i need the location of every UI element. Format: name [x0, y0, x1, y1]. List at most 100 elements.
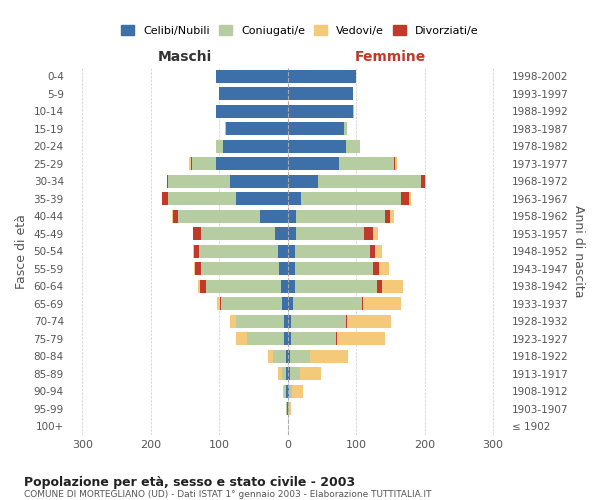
Bar — [193, 245, 194, 258]
Bar — [198, 280, 200, 293]
Bar — [220, 298, 221, 310]
Bar — [287, 315, 291, 328]
Bar — [201, 262, 280, 276]
Bar — [275, 228, 287, 240]
Bar — [290, 368, 300, 380]
Bar — [283, 385, 284, 398]
Bar — [291, 332, 335, 345]
Bar — [289, 385, 292, 398]
Bar — [281, 368, 286, 380]
Bar — [219, 88, 287, 101]
Bar — [287, 402, 289, 415]
Bar — [287, 88, 353, 101]
Bar — [287, 298, 293, 310]
Bar — [216, 140, 223, 153]
Bar — [280, 262, 287, 276]
Bar — [163, 192, 168, 205]
Bar — [173, 210, 178, 223]
Bar — [385, 210, 391, 223]
Bar — [278, 245, 287, 258]
Bar — [230, 315, 236, 328]
Bar — [373, 262, 379, 276]
Bar — [409, 192, 411, 205]
Bar — [287, 262, 295, 276]
Bar — [168, 175, 230, 188]
Bar — [236, 315, 284, 328]
Bar — [373, 228, 378, 240]
Bar — [287, 245, 295, 258]
Bar — [379, 262, 389, 276]
Y-axis label: Anni di nascita: Anni di nascita — [572, 205, 585, 298]
Bar — [287, 210, 296, 223]
Bar — [189, 158, 191, 170]
Bar — [194, 262, 195, 276]
Bar — [421, 175, 425, 188]
Bar — [200, 280, 206, 293]
Bar — [339, 158, 394, 170]
Text: Maschi: Maschi — [158, 50, 212, 64]
Bar — [260, 210, 287, 223]
Bar — [286, 385, 287, 398]
Text: Femmine: Femmine — [355, 50, 426, 64]
Bar — [287, 228, 296, 240]
Bar — [192, 158, 216, 170]
Bar — [247, 332, 284, 345]
Legend: Celibi/Nubili, Coniugati/e, Vedovi/e, Divorziati/e: Celibi/Nubili, Coniugati/e, Vedovi/e, Di… — [117, 20, 483, 40]
Bar — [295, 262, 373, 276]
Bar — [425, 175, 426, 188]
Bar — [296, 210, 385, 223]
Bar — [394, 158, 395, 170]
Bar — [290, 350, 310, 363]
Bar — [377, 280, 382, 293]
Bar — [337, 332, 385, 345]
Bar — [287, 158, 339, 170]
Bar — [168, 192, 236, 205]
Bar — [217, 298, 220, 310]
Bar — [287, 140, 346, 153]
Bar — [287, 175, 319, 188]
Bar — [295, 245, 370, 258]
Bar — [284, 332, 287, 345]
Bar — [289, 402, 291, 415]
Bar — [286, 368, 287, 380]
Bar — [199, 245, 278, 258]
Bar — [268, 350, 274, 363]
Bar — [376, 245, 382, 258]
Bar — [216, 158, 287, 170]
Text: Popolazione per età, sesso e stato civile - 2003: Popolazione per età, sesso e stato civil… — [24, 476, 355, 489]
Bar — [287, 105, 353, 118]
Bar — [286, 402, 287, 415]
Bar — [370, 245, 376, 258]
Bar — [195, 262, 201, 276]
Bar — [225, 122, 226, 136]
Bar — [293, 298, 362, 310]
Bar — [363, 298, 401, 310]
Bar — [362, 298, 363, 310]
Bar — [194, 245, 199, 258]
Bar — [346, 315, 347, 328]
Bar — [216, 105, 287, 118]
Bar — [223, 140, 287, 153]
Bar — [364, 228, 373, 240]
Bar — [167, 175, 168, 188]
Bar — [300, 368, 320, 380]
Bar — [295, 280, 377, 293]
Bar — [347, 315, 391, 328]
Bar — [236, 192, 287, 205]
Bar — [284, 315, 287, 328]
Bar — [401, 192, 409, 205]
Bar — [335, 332, 337, 345]
Bar — [287, 332, 291, 345]
Bar — [287, 70, 356, 83]
Bar — [319, 175, 421, 188]
Bar — [178, 210, 260, 223]
Bar — [291, 315, 346, 328]
Bar — [287, 280, 295, 293]
Bar — [353, 105, 354, 118]
Bar — [281, 280, 287, 293]
Bar — [191, 158, 192, 170]
Bar — [344, 122, 347, 136]
Bar — [292, 385, 303, 398]
Bar — [206, 280, 281, 293]
Bar — [278, 368, 281, 380]
